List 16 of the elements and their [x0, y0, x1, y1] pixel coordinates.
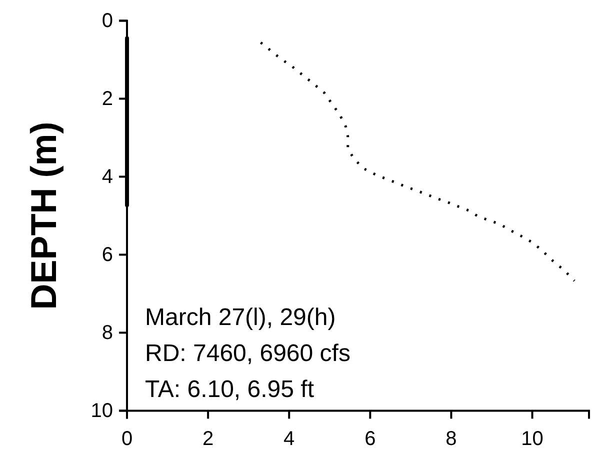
- y-tick-label: 10: [90, 400, 113, 422]
- x-tick-label: 8: [446, 428, 457, 450]
- x-tick-label: 6: [364, 428, 376, 450]
- y-tick-label: 2: [102, 88, 113, 110]
- y-tick-label: 0: [102, 10, 113, 32]
- y-tick-label: 8: [102, 322, 113, 344]
- annotation: TA: 6.10, 6.95 ft: [145, 376, 314, 403]
- x-tick-label: 4: [284, 428, 295, 450]
- annotation: March 27(l), 29(h): [145, 304, 336, 331]
- x-tick-label: 0: [121, 428, 133, 450]
- y-axis-title: DEPTH (m): [23, 122, 64, 310]
- y-tick-label: 6: [102, 244, 113, 266]
- annotation: RD: 7460, 6960 cfs: [145, 340, 350, 367]
- y-tick-label: 4: [102, 166, 113, 188]
- x-tick-label: 10: [521, 428, 544, 450]
- x-tick-label: 2: [202, 428, 214, 450]
